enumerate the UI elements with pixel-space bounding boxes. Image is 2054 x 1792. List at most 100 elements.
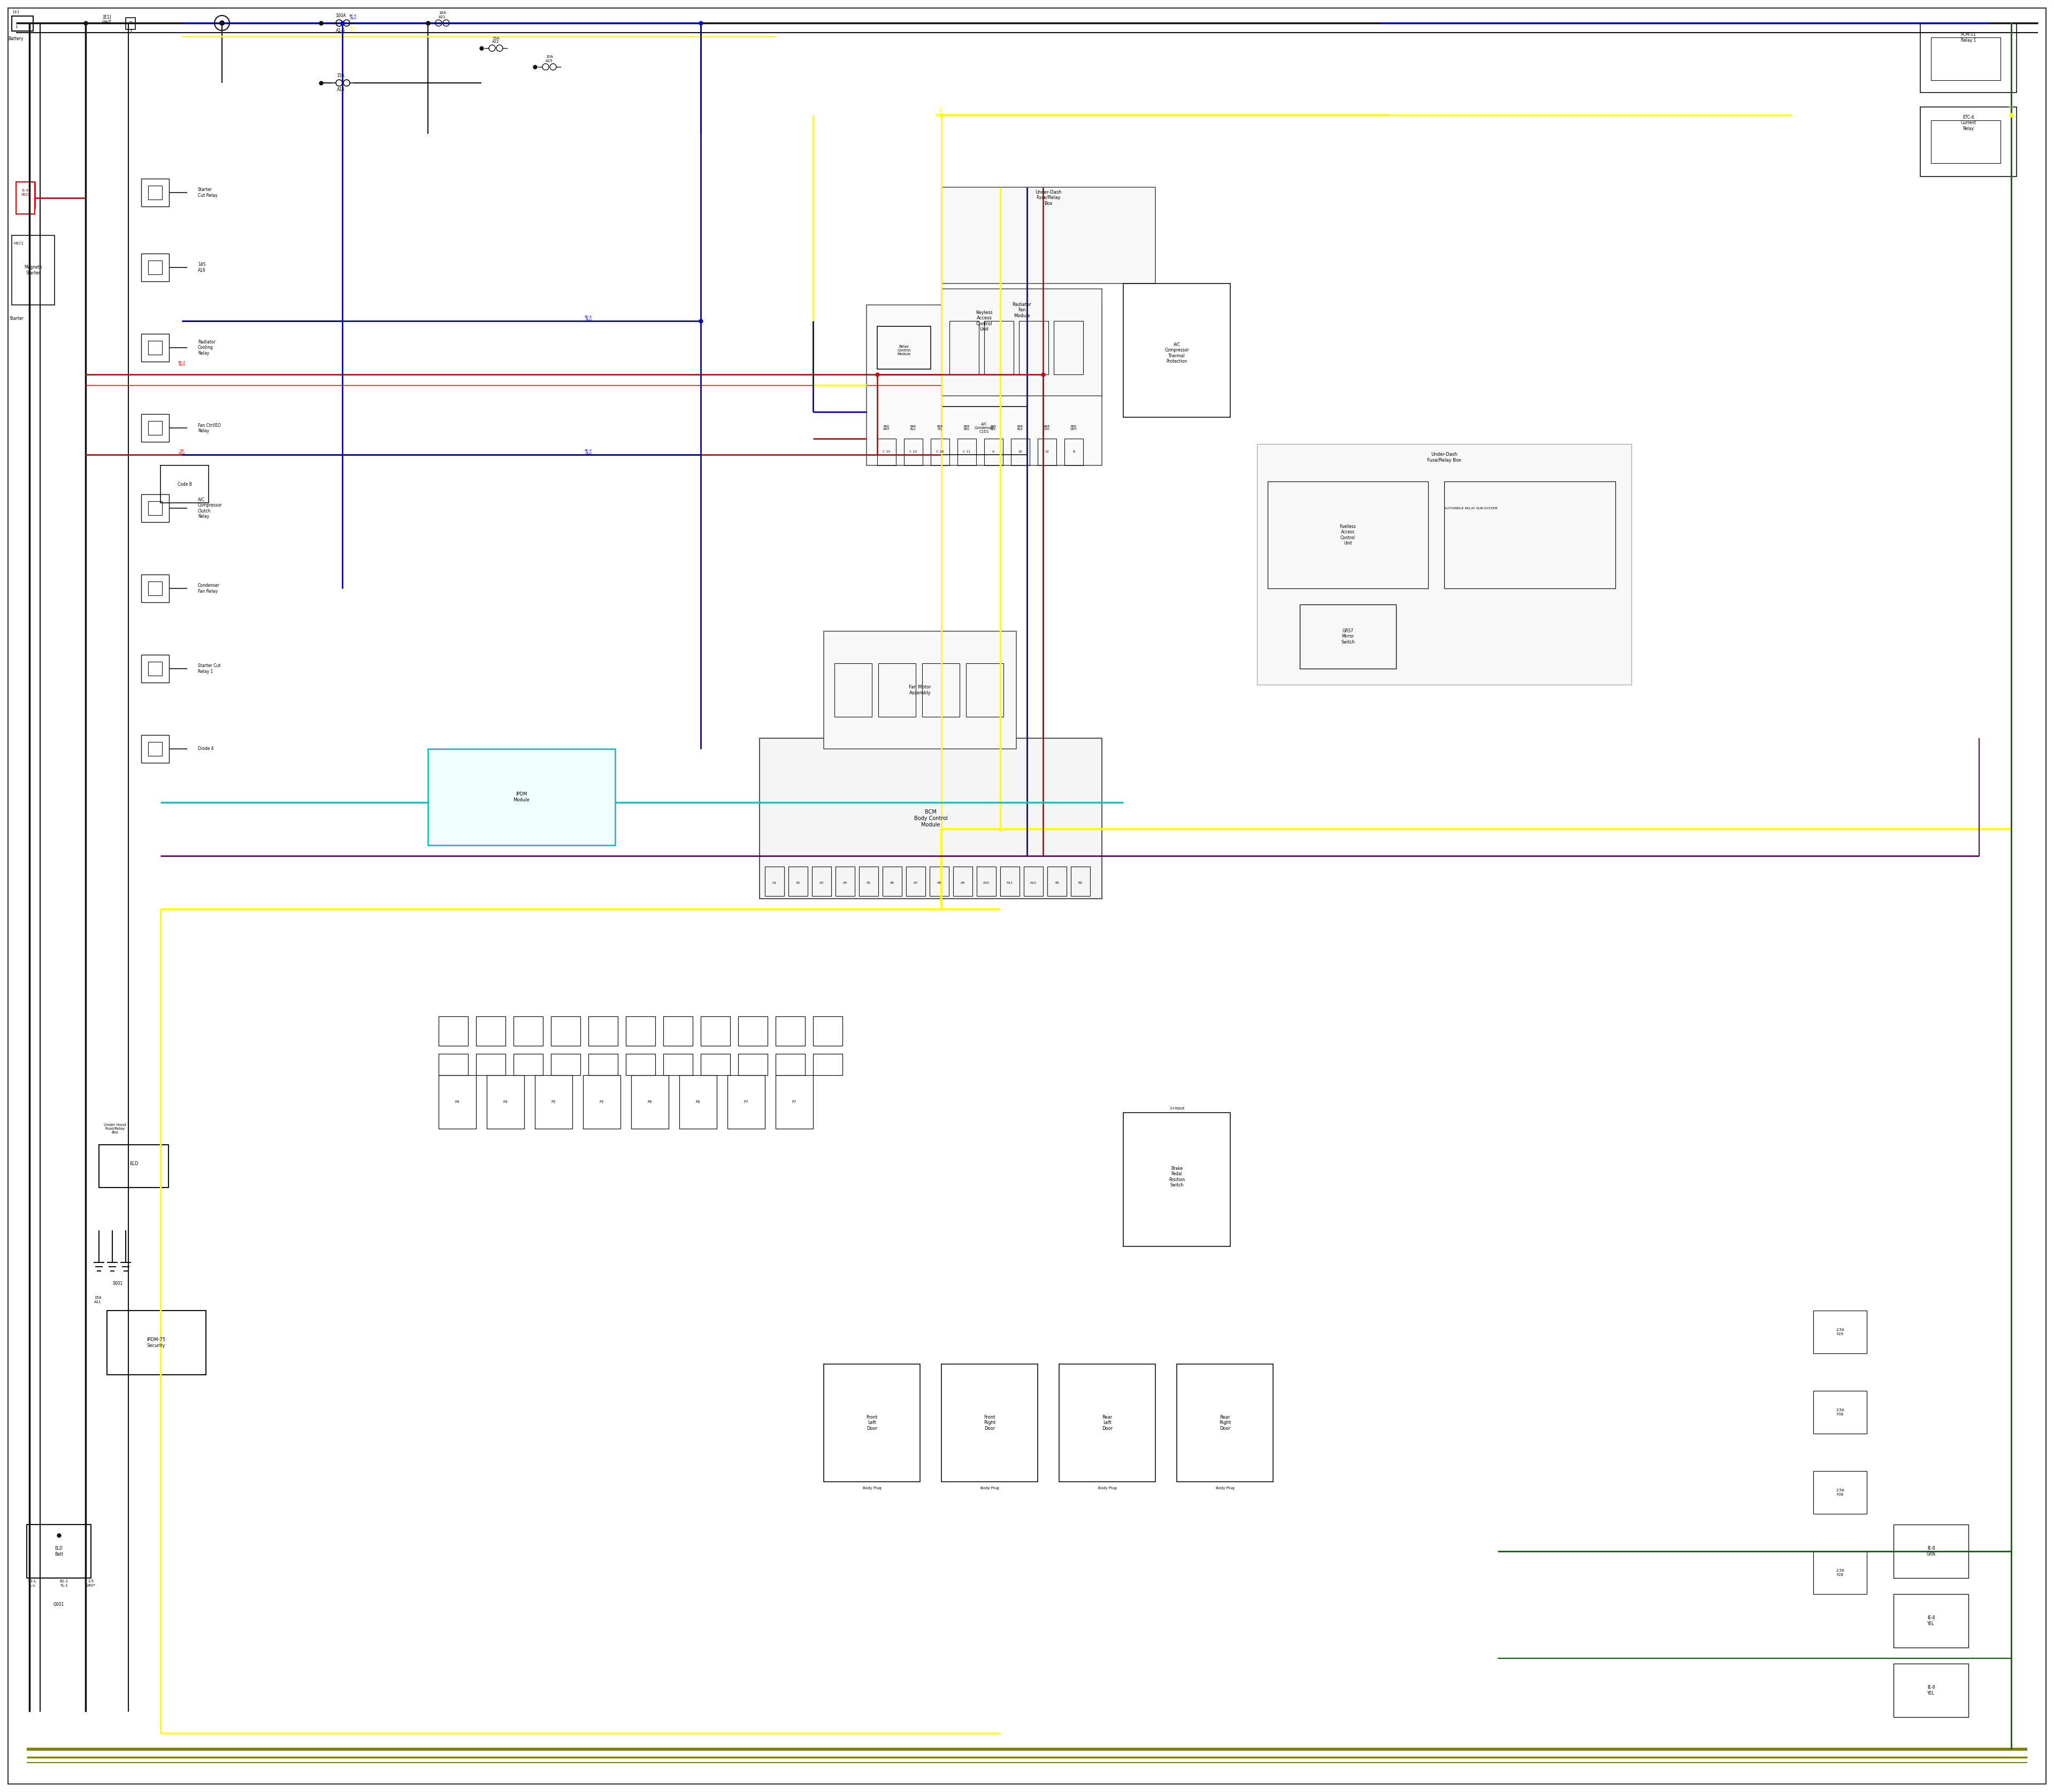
Bar — [148, 502, 162, 514]
Bar — [1048, 867, 1066, 896]
Bar — [587, 1016, 618, 1047]
Text: C 11: C 11 — [963, 450, 969, 453]
Text: F4: F4 — [503, 1100, 507, 1104]
Bar — [142, 414, 168, 443]
Bar — [583, 1075, 620, 1129]
Bar — [941, 289, 1101, 396]
Text: A9: A9 — [961, 882, 965, 883]
Bar — [941, 186, 1154, 283]
Bar — [984, 321, 1013, 375]
Text: C 2R: C 2R — [937, 450, 943, 453]
Text: Front
Left
Door: Front Left Door — [867, 1416, 877, 1430]
Bar — [1444, 482, 1614, 588]
Bar — [626, 1016, 655, 1047]
Bar — [764, 867, 785, 896]
Text: Body Plug: Body Plug — [1099, 1487, 1117, 1489]
Text: BRB
GRY: BRB GRY — [1043, 425, 1050, 430]
Bar — [142, 333, 168, 362]
Bar — [427, 749, 614, 846]
Text: B1: B1 — [1056, 882, 1060, 883]
Bar — [148, 186, 162, 199]
Bar — [440, 1075, 477, 1129]
Bar — [142, 495, 168, 521]
Bar — [776, 1054, 805, 1075]
Bar — [930, 439, 949, 466]
Bar — [626, 1054, 655, 1075]
Text: 7A
YEL: 7A YEL — [939, 108, 945, 113]
Text: 12: 12 — [1045, 450, 1050, 453]
Text: ELD: ELD — [129, 1161, 138, 1167]
Text: 8E-A
YEL: 8E-A YEL — [349, 27, 357, 32]
Bar — [859, 867, 879, 896]
Text: 8E-4
BLU: 8E-4 BLU — [585, 315, 592, 321]
Text: BCM
Body Control
Module: BCM Body Control Module — [914, 810, 947, 828]
Bar — [879, 663, 916, 717]
Bar — [477, 1054, 505, 1075]
Text: IE-8
YEL: IE-8 YEL — [1927, 1684, 1935, 1695]
Bar — [883, 867, 902, 896]
Bar — [550, 1054, 581, 1075]
Bar — [1814, 1552, 1867, 1595]
Bar — [953, 867, 972, 896]
Bar — [904, 439, 922, 466]
Text: 2.5
24V*: 2.5 24V* — [86, 1581, 94, 1588]
Text: Diode 4: Diode 4 — [197, 747, 214, 751]
Text: F5: F5 — [550, 1100, 557, 1104]
Bar — [663, 1054, 692, 1075]
Bar — [142, 575, 168, 602]
Bar — [107, 1310, 205, 1374]
Text: A3: A3 — [820, 882, 824, 883]
Bar — [1920, 108, 2017, 177]
Text: IE-8
YEL: IE-8 YEL — [1927, 1616, 1935, 1625]
Text: Starter Cut
Relay 1: Starter Cut Relay 1 — [197, 663, 220, 674]
Text: S001: S001 — [113, 1281, 123, 1287]
Text: ELD
Batt: ELD Batt — [55, 1546, 64, 1557]
Bar — [142, 735, 168, 763]
Bar — [477, 1016, 505, 1047]
Bar — [514, 1054, 542, 1075]
Text: A6: A6 — [889, 882, 893, 883]
Text: IE-8
GRN: IE-8 GRN — [1927, 1546, 1935, 1557]
Bar — [1894, 1595, 1968, 1647]
Text: A16: A16 — [337, 88, 345, 91]
Text: C 22: C 22 — [910, 450, 916, 453]
Text: BRB
WHT: BRB WHT — [1070, 425, 1076, 430]
Text: A1-5: A1-5 — [337, 29, 345, 32]
Bar — [1267, 482, 1428, 588]
Text: A7: A7 — [914, 882, 918, 883]
Bar — [824, 631, 1017, 749]
Text: YEL: YEL — [2009, 106, 2015, 108]
Bar — [737, 1054, 768, 1075]
Bar — [727, 1075, 764, 1129]
Text: 10: 10 — [1019, 450, 1023, 453]
Bar — [99, 1145, 168, 1188]
Text: Body Plug: Body Plug — [980, 1487, 998, 1489]
Text: 8E-4
RED: 8E-4 RED — [179, 360, 185, 367]
Text: A: A — [992, 450, 994, 453]
Text: IPDM
Module: IPDM Module — [514, 792, 530, 803]
Text: C 10: C 10 — [883, 450, 889, 453]
Text: Fan Ctrl/EO
Relay: Fan Ctrl/EO Relay — [197, 423, 220, 434]
Bar — [514, 1016, 542, 1047]
Bar — [836, 867, 854, 896]
Text: Rear
Left
Door: Rear Left Door — [1101, 1416, 1113, 1430]
Bar — [776, 1016, 805, 1047]
Bar — [1177, 1364, 1273, 1482]
Bar — [148, 260, 162, 274]
Bar — [12, 16, 33, 30]
Bar — [867, 305, 1101, 466]
Text: Under-Dash
Fuse/Relay
Box: Under-Dash Fuse/Relay Box — [1035, 190, 1062, 206]
Text: Relay
Control
Module: Relay Control Module — [898, 346, 910, 357]
Text: 2.5A
F28: 2.5A F28 — [1836, 1570, 1844, 1577]
Bar — [1054, 321, 1082, 375]
Text: F7: F7 — [744, 1100, 748, 1104]
Bar — [700, 1016, 729, 1047]
Text: DK
RED: DK RED — [179, 450, 185, 455]
Bar — [700, 1054, 729, 1075]
Text: BRB
RED: BRB RED — [963, 425, 969, 430]
Bar — [663, 1016, 692, 1047]
Bar — [27, 1525, 90, 1579]
Bar — [148, 340, 162, 355]
Bar — [16, 181, 35, 213]
Text: Fuelless
Access
Control
Unit: Fuelless Access Control Unit — [1339, 525, 1356, 547]
